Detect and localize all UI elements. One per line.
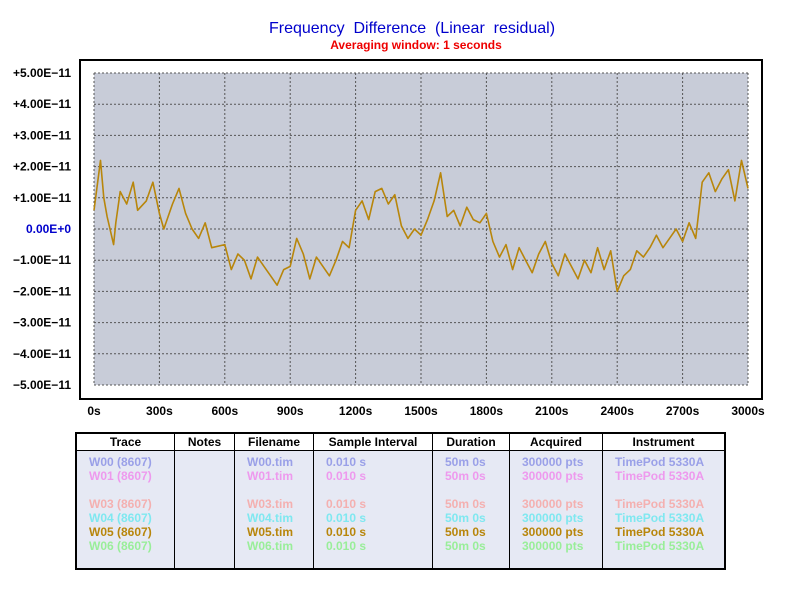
header-acquired: Acquired [509, 432, 603, 451]
header-notes: Notes [174, 432, 235, 451]
header-duration: Duration [432, 432, 510, 451]
legend-cell-acquired: 300000 pts [522, 497, 584, 511]
legend-cell-instrument: TimePod 5330A [615, 539, 705, 553]
legend-header-row: Trace Notes Filename Sample Interval Dur… [75, 432, 726, 451]
x-tick-label: 0s [87, 404, 101, 418]
legend-cell-filename: W04.tim [247, 511, 294, 525]
x-tick-label: 900s [277, 404, 304, 418]
legend-cell-duration: 50m 0s [445, 455, 486, 469]
legend-cell-trace: W00 (8607) [89, 455, 152, 469]
legend-cell-instrument: TimePod 5330A [615, 525, 705, 539]
chart-title: Frequency Difference (Linear residual) [269, 20, 555, 37]
chart-subtitle: Averaging window: 1 seconds [330, 38, 502, 52]
legend-cell-notes [187, 469, 234, 483]
y-tick-label: −2.00E−11 [13, 284, 71, 298]
legend-cell-interval: 0.010 s [326, 525, 367, 539]
legend-cell-trace: W04 (8607) [89, 511, 152, 525]
y-tick-label: +1.00E−11 [13, 191, 71, 205]
legend-cell-interval: 0.010 s [326, 539, 367, 553]
x-tick-label: 1500s [404, 404, 438, 418]
trace-legend-table: Trace Notes Filename Sample Interval Dur… [75, 432, 726, 570]
legend-cell-instrument: TimePod 5330A [615, 469, 705, 483]
y-tick-label: +4.00E−11 [13, 97, 71, 111]
column-notes [174, 450, 235, 569]
legend-cell-interval: 0.010 s [326, 497, 367, 511]
x-tick-label: 600s [211, 404, 238, 418]
column-filename: W00.tim W01.tim W03.tim W04.tim W05.tim W06.t… [234, 450, 314, 569]
legend-cell-filename: W00.tim [247, 455, 294, 469]
header-trace: Trace [75, 432, 175, 451]
y-tick-label: −3.00E−11 [13, 316, 71, 330]
x-tick-label: 2700s [666, 404, 700, 418]
legend-cell-notes [187, 497, 234, 511]
legend-cell-trace: W06 (8607) [89, 539, 152, 553]
legend-cell-duration: 50m 0s [445, 539, 486, 553]
y-tick-label: −4.00E−11 [13, 347, 71, 361]
y-tick-label: +3.00E−11 [13, 128, 71, 142]
y-tick-label: 0.00E+0 [26, 222, 71, 236]
column-acquired: 300000 pts 300000 pts 300000 pts 300000 pts… [509, 450, 603, 569]
legend-cell-trace: W05 (8607) [89, 525, 152, 539]
legend-cell-notes [187, 483, 234, 497]
legend-cell-duration [445, 483, 509, 497]
legend-cell-notes [187, 525, 234, 539]
header-instrument: Instrument [602, 432, 726, 451]
x-tick-label: 300s [146, 404, 173, 418]
legend-cell-duration: 50m 0s [445, 469, 486, 483]
column-instrument: TimePod 5330A TimePod 5330A TimePod 5330A T… [602, 450, 726, 569]
column-trace: W00 (8607) W01 (8607) W03 (8607) W04 (8607)… [75, 450, 175, 569]
legend-cell-instrument: TimePod 5330A [615, 511, 705, 525]
legend-cell-instrument [615, 483, 724, 497]
x-tick-label: 3000s [731, 404, 765, 418]
legend-cell-filename [247, 483, 313, 497]
legend-cell-filename: W06.tim [247, 539, 294, 553]
header-filename: Filename [234, 432, 314, 451]
y-tick-label: −1.00E−11 [13, 253, 71, 267]
legend-cell-filename: W01.tim [247, 469, 294, 483]
grid [93, 72, 749, 386]
x-tick-label: 1800s [470, 404, 504, 418]
x-axis-ticks: 0s 300s 600s 900s 1200s 1500s 1800s 2100s 2400s 2… [87, 404, 765, 418]
x-tick-label: 1200s [339, 404, 373, 418]
legend-cell-notes [187, 455, 234, 469]
legend-cell-instrument: TimePod 5330A [615, 497, 705, 511]
legend-cell-acquired [522, 483, 602, 497]
x-tick-label: 2100s [535, 404, 569, 418]
legend-cell-acquired: 300000 pts [522, 539, 584, 553]
column-sample-interval: 0.010 s 0.010 s 0.010 s 0.010 s 0.010 s 0.010… [313, 450, 433, 569]
legend-cell-acquired: 300000 pts [522, 511, 584, 525]
header-sample-interval: Sample Interval [313, 432, 433, 451]
legend-cell-duration: 50m 0s [445, 497, 486, 511]
legend-body-row: W00 (8607) W01 (8607) W03 (8607) W04 (8607)… [75, 450, 726, 569]
y-axis-ticks: +5.00E−11 +4.00E−11 +3.00E−11 +2.00E−11 +1.0… [13, 66, 71, 392]
x-tick-label: 2400s [601, 404, 635, 418]
series-layer [93, 159, 749, 293]
legend-cell-duration: 50m 0s [445, 525, 486, 539]
legend-cell-trace [89, 483, 174, 497]
legend-cell-acquired: 300000 pts [522, 525, 584, 539]
series-line [93, 159, 749, 293]
legend-cell-trace: W03 (8607) [89, 497, 152, 511]
y-tick-label: +5.00E−11 [13, 66, 71, 80]
chart: Frequency Difference (Linear residual) A… [13, 20, 765, 418]
legend-cell-instrument: TimePod 5330A [615, 455, 705, 469]
legend-cell-filename: W03.tim [247, 497, 294, 511]
legend-cell-notes [187, 539, 234, 553]
y-tick-label: −5.00E−11 [13, 378, 71, 392]
legend-cell-interval: 0.010 s [326, 511, 367, 525]
legend-cell-acquired: 300000 pts [522, 455, 584, 469]
legend-cell-acquired: 300000 pts [522, 469, 584, 483]
legend-cell-interval: 0.010 s [326, 455, 367, 469]
legend-cell-duration: 50m 0s [445, 511, 486, 525]
legend-cell-interval: 0.010 s [326, 469, 367, 483]
column-duration: 50m 0s 50m 0s 50m 0s 50m 0s 50m 0s 50m 0s [432, 450, 510, 569]
y-tick-label: +2.00E−11 [13, 160, 71, 174]
legend-cell-interval [326, 483, 432, 497]
legend-cell-filename: W05.tim [247, 525, 294, 539]
legend-cell-notes [187, 511, 234, 525]
legend-cell-trace: W01 (8607) [89, 469, 152, 483]
